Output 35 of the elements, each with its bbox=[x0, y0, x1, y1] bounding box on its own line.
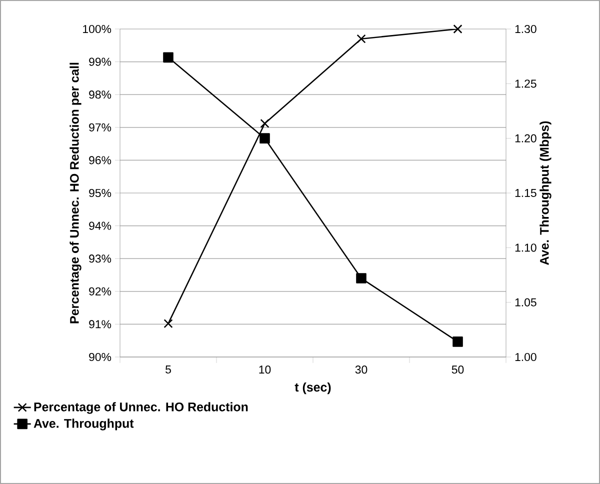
point bbox=[163, 52, 174, 63]
y-tick-label: 96% bbox=[89, 156, 112, 164]
point bbox=[356, 34, 366, 44]
point bbox=[452, 336, 463, 347]
y-tick-label: 90% bbox=[89, 352, 112, 362]
x-tick-label: 5 bbox=[166, 366, 171, 374]
y2-tick-label: 1.20 bbox=[515, 134, 536, 142]
x-tick-label: 30 bbox=[355, 366, 368, 374]
point bbox=[260, 133, 270, 144]
y2-axis-title: Ave. Throughput (Mbps) bbox=[540, 121, 552, 265]
y2-tick-label: 1.15 bbox=[515, 189, 536, 197]
x-tick-label: 10 bbox=[259, 366, 271, 374]
y-tick-label: 100% bbox=[83, 24, 112, 34]
point bbox=[356, 273, 366, 284]
x-tick-label: 50 bbox=[452, 366, 464, 374]
y-tick-label: 93% bbox=[89, 254, 112, 263]
y-tick-label: 95% bbox=[89, 188, 112, 198]
point bbox=[453, 24, 462, 34]
point bbox=[260, 118, 270, 128]
y-tick-label: 98% bbox=[89, 90, 112, 99]
x-axis-title: t (sec) bbox=[294, 382, 331, 394]
y2-tick-label: 1.05 bbox=[515, 298, 536, 306]
legend-label: Ave. Throughput bbox=[34, 418, 134, 430]
y-tick-label: 99% bbox=[89, 58, 112, 66]
y-axis-title: Percentage of Unnec. HO Reduction per call bbox=[70, 62, 82, 324]
y2-tick-label: 1.10 bbox=[515, 244, 536, 252]
y2-tick-label: 1.00 bbox=[515, 352, 536, 362]
y2-tick-label: 1.25 bbox=[515, 80, 536, 88]
y2-tick-label: 1.30 bbox=[515, 24, 536, 34]
y-tick-label: 91% bbox=[89, 320, 112, 328]
y-tick-label: 97% bbox=[89, 123, 112, 132]
point bbox=[164, 319, 173, 328]
legend-label: Percentage of Unnec. HO Reduction bbox=[34, 402, 248, 414]
y-tick-label: 94% bbox=[89, 222, 112, 230]
y-tick-label: 92% bbox=[89, 287, 112, 296]
